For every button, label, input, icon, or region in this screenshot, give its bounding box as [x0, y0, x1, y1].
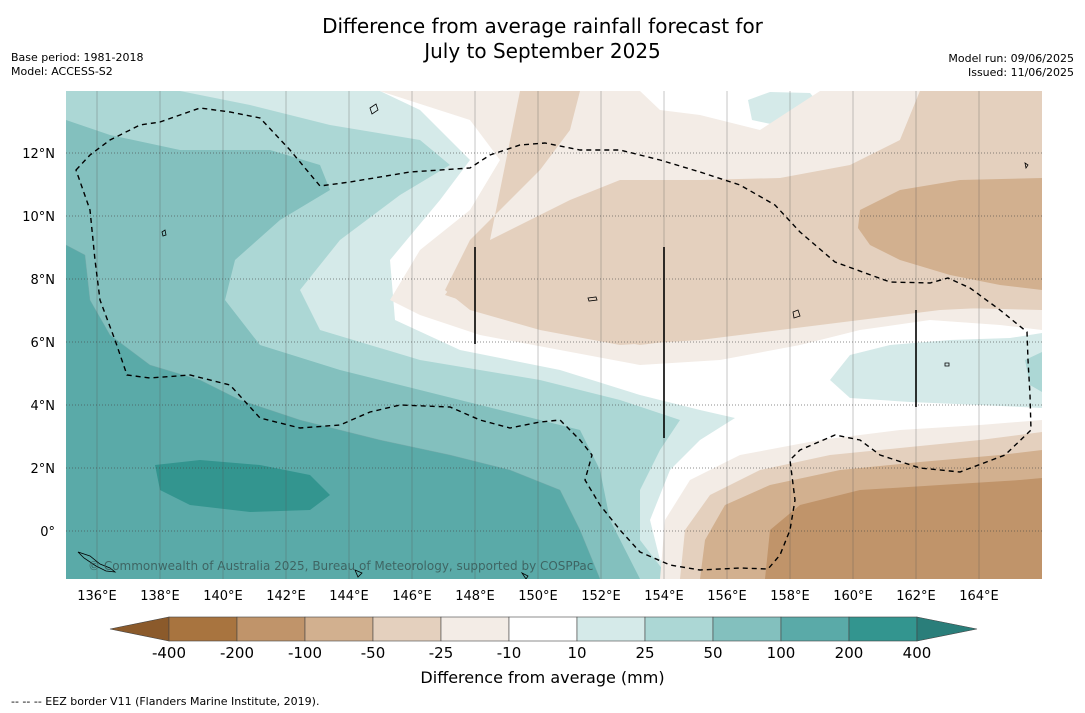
lon-label: 136°E — [77, 589, 117, 604]
lat-label: 10°N — [22, 210, 55, 225]
colorbar-label: 100 — [767, 644, 796, 662]
lon-label: 146°E — [392, 589, 432, 604]
title-line-1: Difference from average rainfall forecas… — [322, 14, 763, 38]
boundary-segments — [474, 247, 917, 438]
lat-label: 8°N — [31, 273, 56, 288]
contour-neg50-north — [858, 178, 1042, 290]
model-run: Model run: 09/06/2025 — [948, 52, 1074, 65]
island — [587, 296, 598, 302]
colorbar-swatch — [372, 616, 442, 642]
colorbar-label: -25 — [429, 644, 454, 662]
lon-label: 156°E — [707, 589, 747, 604]
colorbar-swatch — [236, 616, 306, 642]
lon-label: 144°E — [329, 589, 369, 604]
colorbar-swatch — [780, 616, 850, 642]
lat-label: 12°N — [22, 147, 55, 162]
colorbar-label: -400 — [152, 644, 186, 662]
map-title: Difference from average rainfall forecas… — [0, 14, 1085, 64]
colorbar-label: -200 — [220, 644, 254, 662]
colorbar-swatch — [508, 616, 578, 642]
colorbar-swatch — [576, 616, 646, 642]
contour-pos10-east — [830, 333, 1042, 408]
title-line-2: July to September 2025 — [424, 39, 661, 63]
longitude-labels: 136°E 138°E 140°E 142°E 144°E 146°E 148°… — [77, 589, 999, 604]
colorbar-label: 200 — [835, 644, 864, 662]
colorbar-label: 25 — [635, 644, 654, 662]
lat-label: 6°N — [31, 336, 56, 351]
colorbar-swatch — [440, 616, 510, 642]
colorbar-label: -10 — [497, 644, 522, 662]
meta-right: Model run: 09/06/2025 Issued: 11/06/2025 — [948, 52, 1074, 80]
colorbar-arrow-right — [916, 616, 978, 642]
contour-pos25-east — [1025, 352, 1042, 392]
islands — [77, 103, 1029, 579]
eez-footnote: -- -- -- EEZ border V11 (Flanders Marine… — [11, 695, 320, 708]
contour-neg100-south — [765, 478, 1042, 579]
colorbar-label: 10 — [567, 644, 586, 662]
colorbar-swatch — [168, 616, 238, 642]
lon-label: 140°E — [203, 589, 243, 604]
island — [369, 103, 379, 115]
eez-borders — [75, 107, 1032, 571]
colorbar-labels: -400 -200 -100 -50 -25 -10 10 25 50 100 … — [152, 644, 931, 662]
lon-label: 150°E — [518, 589, 558, 604]
colorbar-swatch — [712, 616, 782, 642]
rainfall-map: © Commonwealth of Australia 2025, Bureau… — [66, 91, 1042, 579]
colorbar — [109, 616, 978, 642]
contour-edge — [66, 244, 601, 579]
copyright-text: © Commonwealth of Australia 2025, Bureau… — [88, 559, 593, 573]
base-period: Base period: 1981-2018 — [11, 51, 144, 64]
colorbar-swatch — [644, 616, 714, 642]
meta-left: Base period: 1981-2018 Model: ACCESS-S2 — [11, 51, 143, 79]
lon-label: 138°E — [140, 589, 180, 604]
lat-label: 2°N — [31, 462, 56, 477]
latitude-labels: 12°N 10°N 8°N 6°N 4°N 2°N 0° — [22, 147, 55, 540]
island — [792, 309, 801, 319]
island — [944, 362, 950, 367]
lon-label: 154°E — [644, 589, 684, 604]
eez-border-palau — [75, 107, 1032, 571]
colorbar-swatch — [848, 616, 918, 642]
island — [77, 551, 117, 573]
colorbar-label: 50 — [703, 644, 722, 662]
lat-label: 0° — [40, 525, 55, 540]
colorbar-arrow-left — [109, 616, 170, 642]
issued-date: Issued: 11/06/2025 — [967, 66, 1074, 79]
colorbar-swatch — [304, 616, 374, 642]
lat-label: 4°N — [31, 399, 56, 414]
lon-label: 164°E — [959, 589, 999, 604]
island — [1024, 162, 1029, 170]
island — [354, 569, 363, 578]
lon-label: 160°E — [833, 589, 873, 604]
colorbar-label: 400 — [903, 644, 932, 662]
lon-label: 158°E — [770, 589, 810, 604]
island — [520, 571, 529, 579]
parallel-lines — [66, 152, 1042, 532]
colorbar-title: Difference from average (mm) — [420, 668, 665, 687]
lon-label: 162°E — [896, 589, 936, 604]
model-name: Model: ACCESS-S2 — [11, 65, 113, 78]
colorbar-label: -50 — [361, 644, 386, 662]
lon-label: 142°E — [266, 589, 306, 604]
lon-label: 148°E — [455, 589, 495, 604]
colorbar-label: -100 — [288, 644, 322, 662]
lon-label: 152°E — [581, 589, 621, 604]
island — [161, 229, 167, 237]
